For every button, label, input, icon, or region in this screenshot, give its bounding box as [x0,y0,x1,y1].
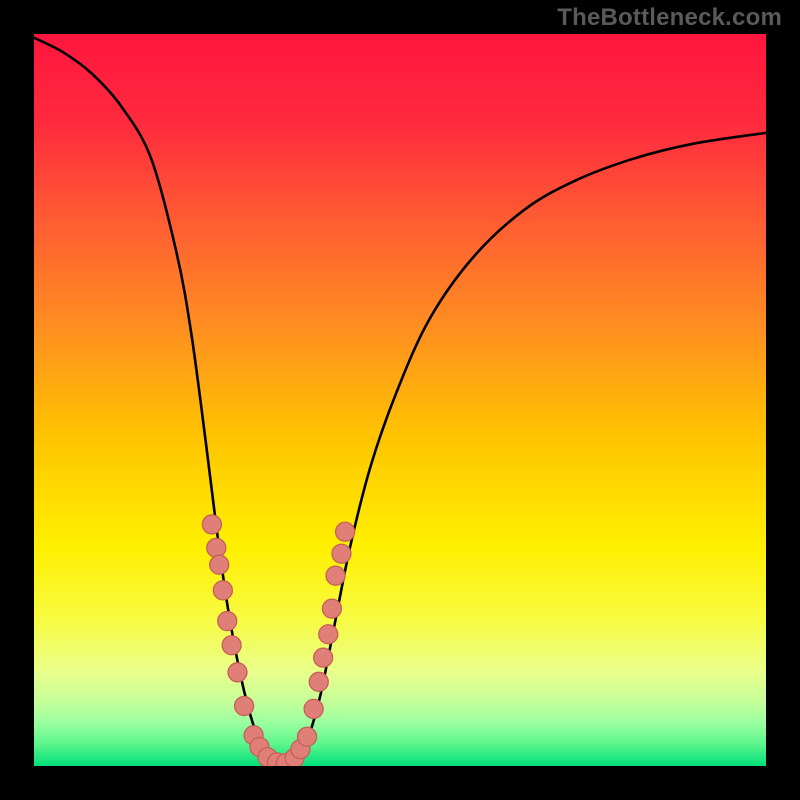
data-marker [309,672,328,691]
bottleneck-chart [34,34,766,766]
data-marker [314,648,333,667]
data-marker [332,544,351,563]
data-marker [304,699,323,718]
data-marker [222,636,241,655]
data-marker [228,663,247,682]
watermark: TheBottleneck.com [557,4,782,32]
data-marker [235,696,254,715]
data-marker [210,555,229,574]
data-marker [322,599,341,618]
data-marker [326,566,345,585]
data-marker [202,515,221,534]
data-marker [298,727,317,746]
data-marker [319,625,338,644]
data-marker [213,581,232,600]
data-marker [207,538,226,557]
data-marker [218,612,237,631]
data-marker [336,522,355,541]
